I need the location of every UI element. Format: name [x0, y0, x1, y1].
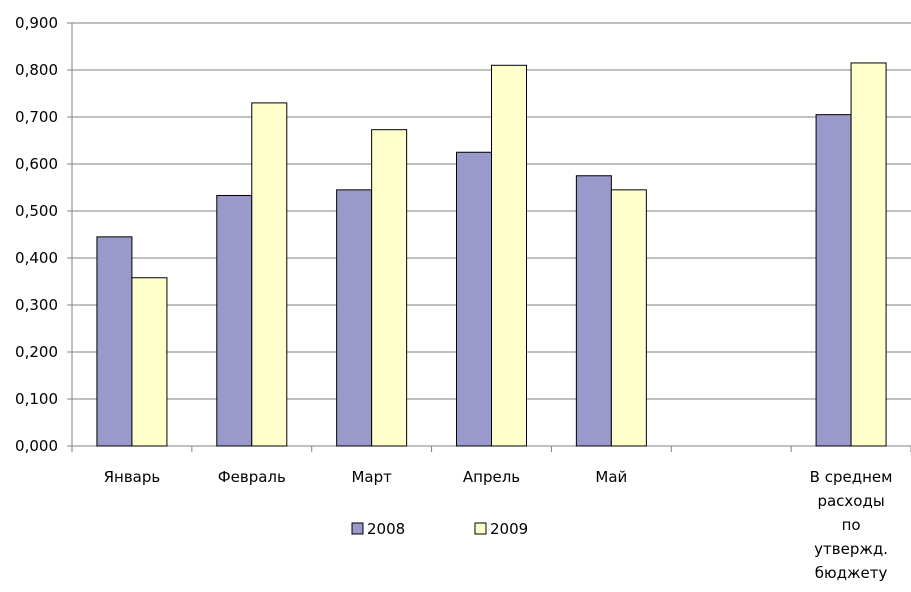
- legend-swatch: [474, 522, 487, 535]
- bar-2009: [251, 102, 288, 447]
- y-tick-label: 0,600: [15, 155, 58, 173]
- bar-2008: [575, 175, 612, 447]
- legend-label: 2008: [367, 520, 405, 538]
- bar-2008: [96, 236, 133, 447]
- x-category-label: Апрель: [463, 468, 520, 486]
- bar-2009: [850, 62, 887, 447]
- bar-2008: [216, 194, 253, 447]
- y-tick-label: 0,500: [15, 202, 58, 220]
- bar-2009: [491, 64, 527, 447]
- x-category-label: Февраль: [218, 468, 286, 486]
- legend: 2008 2009: [351, 520, 528, 538]
- y-tick-label: 0,300: [15, 296, 58, 314]
- y-tick-label: 0,400: [15, 249, 58, 267]
- bar-2008: [336, 189, 373, 447]
- y-tick-label: 0,000: [15, 437, 58, 455]
- y-tick-label: 0,800: [15, 61, 58, 79]
- y-tick-label: 0,900: [15, 14, 58, 32]
- y-tick-label: 0,100: [15, 390, 58, 408]
- bar-2009: [371, 129, 408, 447]
- bars: [96, 62, 887, 447]
- y-tick-label: 0,200: [15, 343, 58, 361]
- bar-2008: [815, 114, 852, 447]
- y-tick-label: 0,700: [15, 108, 58, 126]
- legend-label: 2009: [490, 520, 528, 538]
- y-tick-labels: 0,000 0,100 0,200 0,300 0,400 0,500 0,600 0,700…: [15, 14, 58, 455]
- x-category-label: Май: [595, 468, 627, 486]
- x-category-label: Март: [351, 468, 392, 486]
- bar-2008: [456, 151, 492, 447]
- bar-2009: [131, 277, 168, 447]
- x-category-label: Январь: [104, 468, 161, 486]
- legend-swatch: [351, 522, 364, 535]
- x-category-label: В среднем расходы по утвержд. бюджету: [810, 468, 893, 582]
- bar-2009: [610, 189, 647, 447]
- x-category-labels: Январь Февраль Март Апрель Май В среднем расхо…: [104, 468, 893, 582]
